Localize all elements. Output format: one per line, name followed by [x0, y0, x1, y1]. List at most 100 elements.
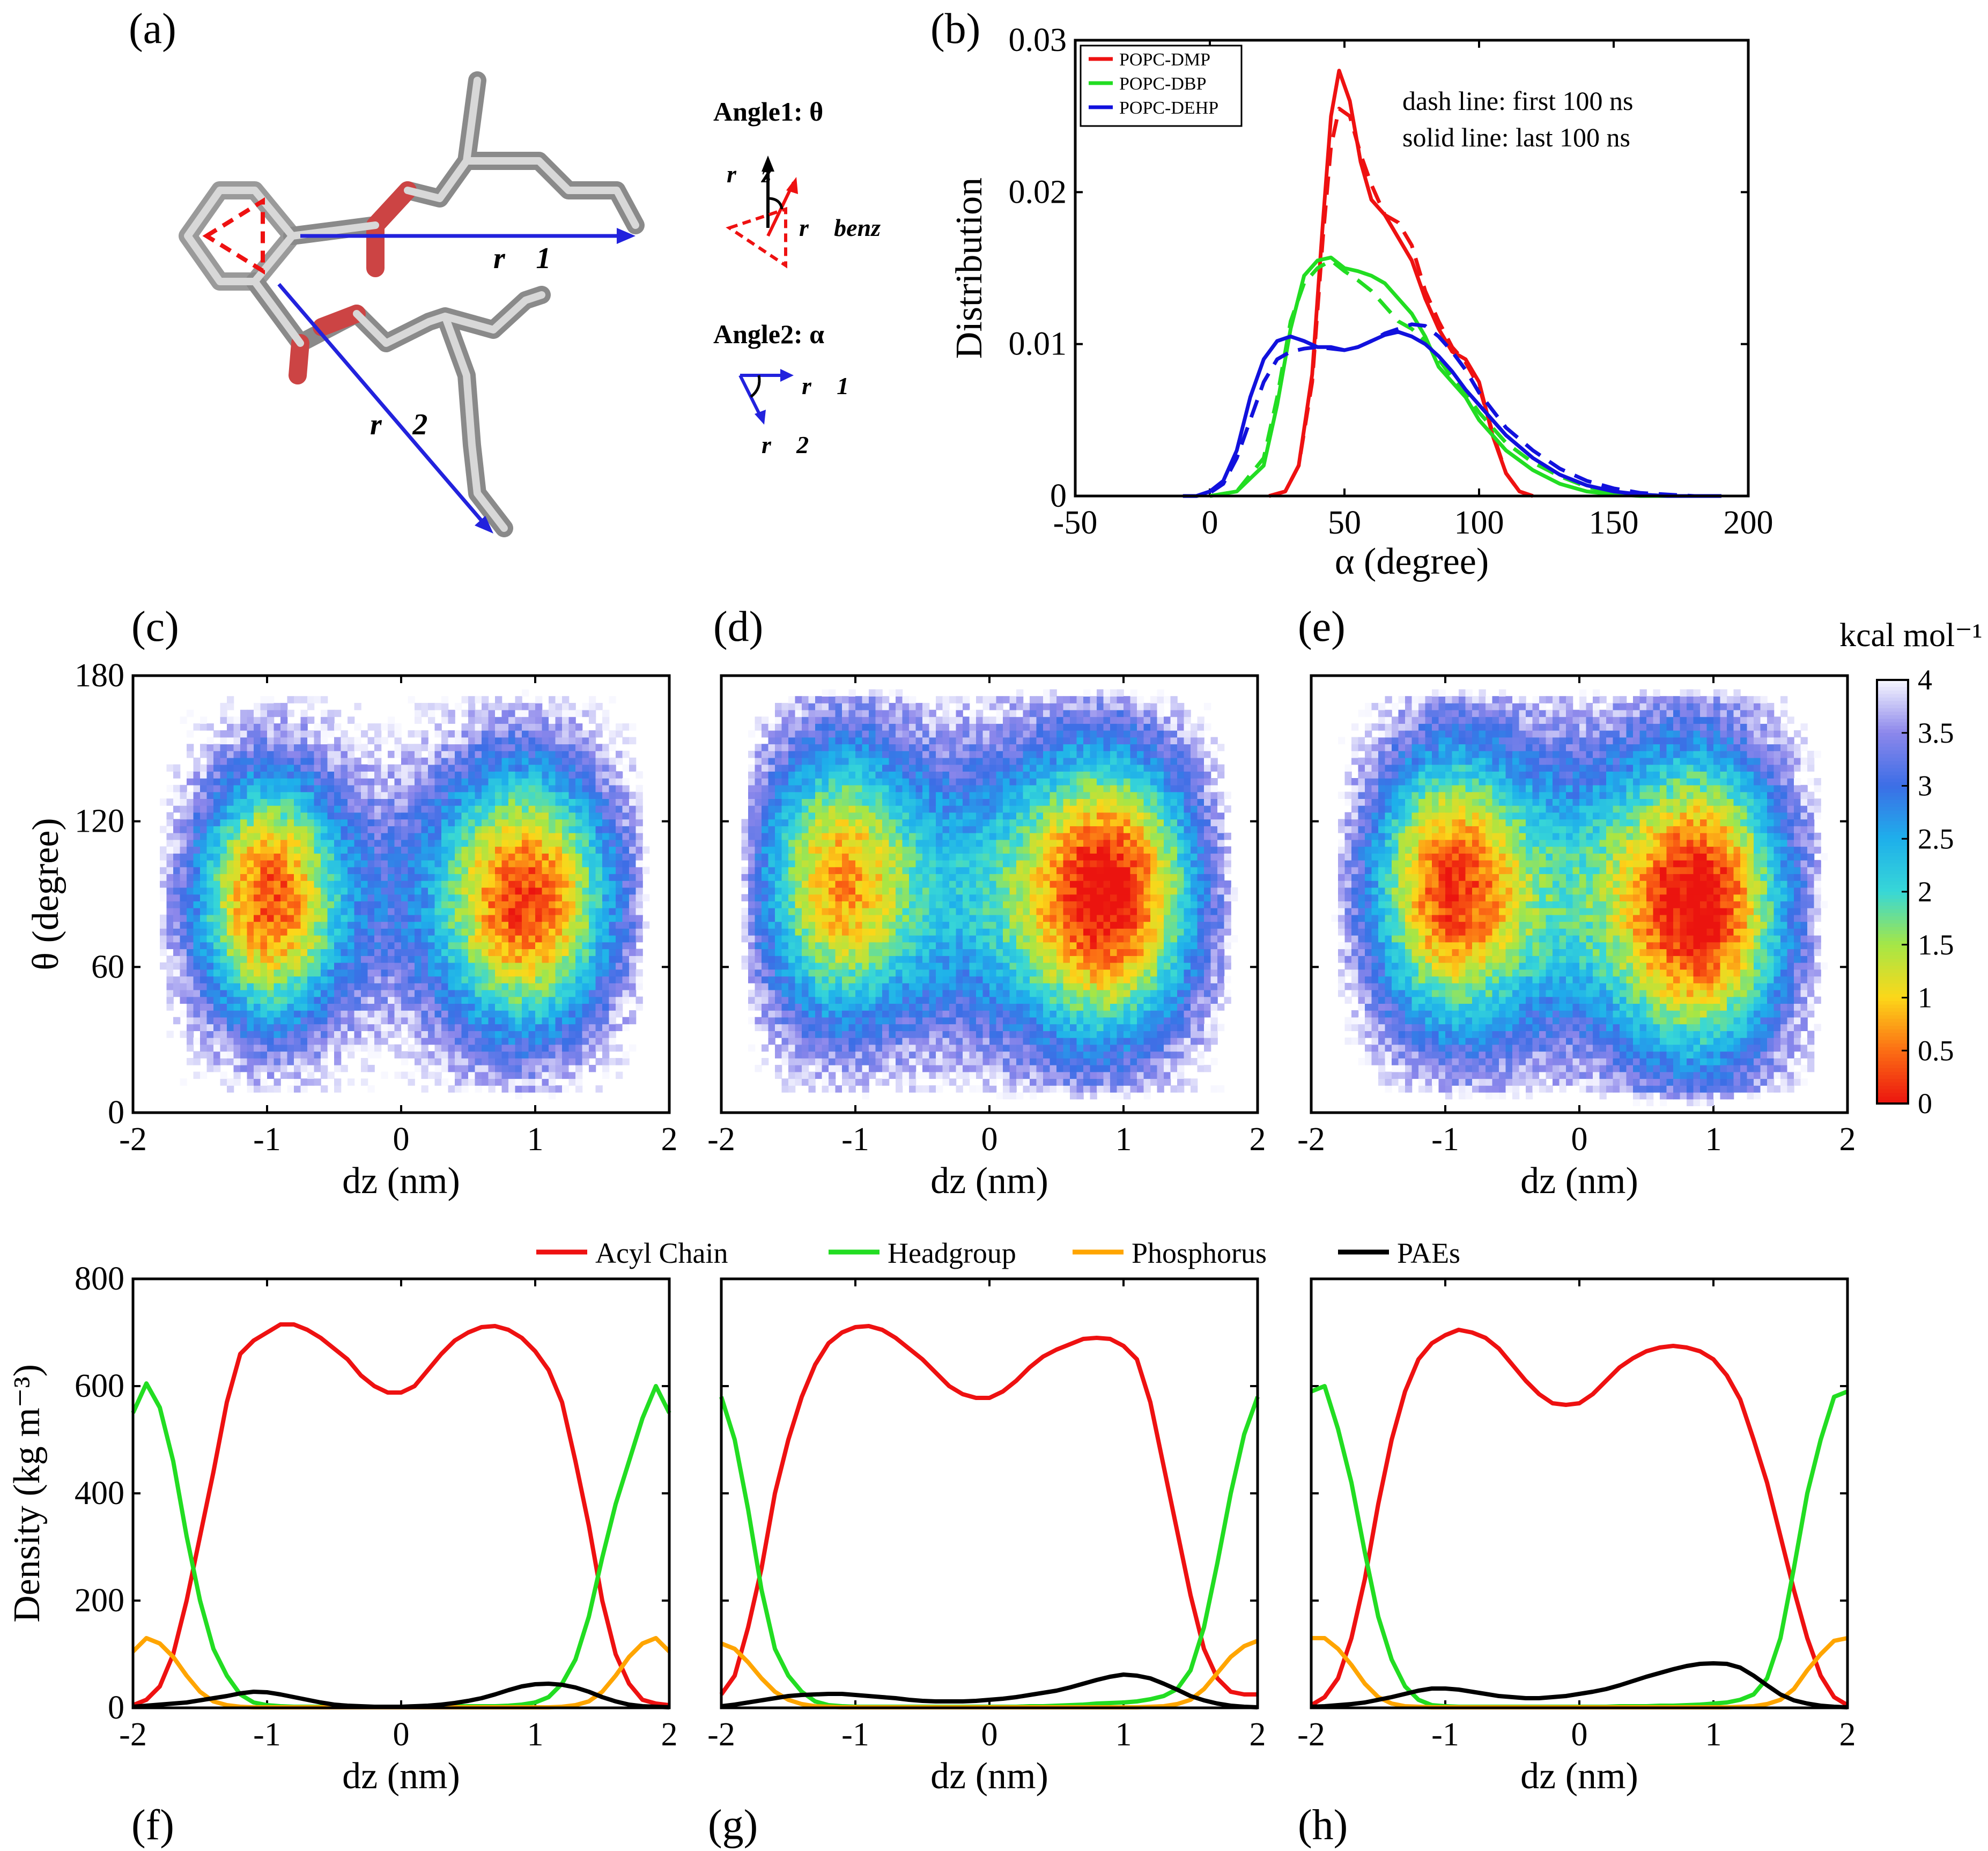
heatmap-cell	[488, 935, 496, 943]
heatmap-cell	[267, 873, 275, 881]
heatmap-cell	[300, 894, 308, 901]
heatmap-cell	[260, 976, 268, 983]
heatmap-cell	[829, 805, 836, 813]
heatmap-cell	[428, 784, 435, 793]
heatmap-cell	[549, 887, 556, 895]
heatmap-cell	[829, 901, 836, 908]
heatmap-cell	[808, 1010, 816, 1018]
heatmap-cell	[294, 1044, 301, 1052]
heatmap-cell	[240, 996, 248, 1004]
heatmap-cell	[508, 921, 516, 929]
heatmap-cell	[808, 956, 816, 963]
heatmap-cell	[582, 1017, 589, 1025]
heatmap-cell	[515, 1003, 522, 1011]
heatmap-cell	[595, 791, 603, 799]
heatmap-cell	[515, 867, 522, 875]
heatmap-cell	[220, 832, 227, 840]
heatmap-cell	[589, 764, 596, 772]
heatmap-cell	[434, 942, 442, 950]
heatmap-cell	[835, 1037, 843, 1045]
heatmap-cell	[788, 757, 796, 765]
heatmap-cell	[862, 771, 869, 779]
heatmap-cell	[361, 819, 368, 826]
heatmap-cell	[341, 730, 348, 738]
heatmap-cell	[535, 901, 543, 908]
heatmap-cell	[408, 744, 415, 751]
heatmap-cell	[495, 880, 502, 888]
heatmap-cell	[461, 976, 469, 983]
heatmap-cell	[388, 969, 395, 977]
heatmap-cell	[508, 935, 516, 943]
heatmap-cell	[622, 983, 630, 990]
heatmap-cell	[575, 1037, 583, 1045]
heatmap-cell	[582, 921, 589, 929]
heatmap-cell	[307, 832, 315, 840]
heatmap-cell	[822, 744, 829, 751]
heatmap-cell	[254, 942, 261, 950]
heatmap-cell	[835, 709, 843, 717]
heatmap-cell	[220, 887, 227, 895]
heatmap-cell	[348, 949, 355, 956]
heatmap-cell	[348, 928, 355, 936]
heatmap-cell	[595, 880, 603, 888]
heatmap-cell	[768, 983, 775, 990]
heatmap-cell	[461, 1003, 469, 1011]
heatmap-cell	[354, 1024, 361, 1031]
heatmap-cell	[307, 921, 315, 929]
heatmap-cell	[862, 1058, 869, 1065]
heatmap-cell	[327, 949, 335, 956]
heatmap-cell	[448, 757, 455, 765]
heatmap-cell	[549, 860, 556, 868]
heatmap-cell	[220, 860, 227, 868]
heatmap-cell	[287, 805, 294, 813]
heatmap-cell	[200, 901, 208, 908]
heatmap-cell	[348, 764, 355, 772]
heatmap-cell	[421, 996, 428, 1004]
heatmap-cell	[200, 1071, 208, 1079]
heatmap-cell	[842, 921, 849, 929]
heatmap-cell	[495, 853, 502, 861]
heatmap-cell	[388, 983, 395, 990]
heatmap-cell	[220, 839, 227, 847]
heatmap-cell	[595, 921, 603, 929]
heatmap-cell	[227, 778, 234, 786]
heatmap-cell	[515, 1031, 522, 1038]
heatmap-cell	[327, 887, 335, 895]
heatmap-cell	[394, 723, 402, 731]
heatmap-cell	[575, 873, 583, 881]
heatmap-cell	[193, 853, 201, 861]
heatmap-cell	[247, 1085, 254, 1093]
heatmap-cell	[233, 914, 241, 922]
heatmap-cell	[515, 1024, 522, 1031]
heatmap-cell	[788, 751, 796, 758]
heatmap-cell	[542, 908, 549, 915]
heatmap-cell	[602, 1024, 610, 1031]
heatmap-cell	[808, 1031, 816, 1038]
heatmap-cell	[802, 921, 809, 929]
heatmap-cell	[808, 928, 816, 936]
heatmap-cell	[808, 1037, 816, 1045]
heatmap-cell	[455, 1017, 462, 1025]
heatmap-cell	[274, 709, 281, 717]
heatmap-cell	[434, 1003, 442, 1011]
heatmap-cell	[775, 914, 782, 922]
heatmap-cell	[802, 1064, 809, 1072]
heatmap-cell	[488, 737, 496, 745]
heatmap-cell	[522, 1003, 529, 1011]
heatmap-cell	[448, 1017, 455, 1025]
heatmap-cell	[562, 1051, 570, 1058]
heatmap-cell	[522, 860, 529, 868]
heatmap-cell	[788, 846, 796, 854]
heatmap-cell	[589, 730, 596, 738]
heatmap-cell	[842, 757, 849, 765]
heatmap-cell	[381, 969, 388, 977]
heatmap-cell	[455, 908, 462, 915]
heatmap-cell	[808, 1058, 816, 1065]
heatmap-cell	[381, 778, 388, 786]
heatmap-cell	[166, 956, 174, 963]
heatmap-cell	[482, 1024, 489, 1031]
heatmap-cell	[862, 1051, 869, 1058]
heatmap-cell	[213, 914, 221, 922]
heatmap-cell	[274, 723, 281, 731]
heatmap-cell	[802, 839, 809, 847]
